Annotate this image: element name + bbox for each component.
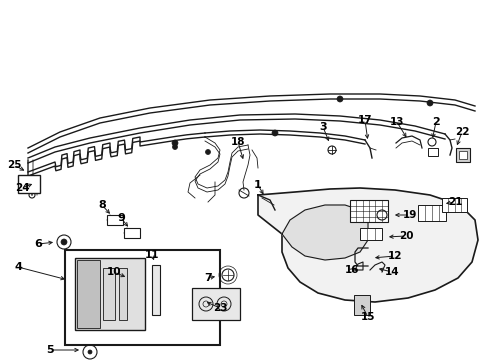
- Text: 1: 1: [254, 180, 262, 190]
- Bar: [107, 215, 123, 225]
- Bar: [103, 268, 115, 320]
- Bar: [119, 268, 127, 320]
- Text: 16: 16: [345, 265, 359, 275]
- Bar: [456, 148, 470, 162]
- Text: 23: 23: [213, 303, 227, 313]
- Circle shape: [337, 96, 343, 102]
- Bar: [350, 200, 388, 222]
- Bar: [18, 175, 40, 193]
- Bar: [192, 288, 240, 320]
- Bar: [124, 228, 140, 238]
- Polygon shape: [258, 188, 478, 302]
- Polygon shape: [282, 205, 368, 260]
- Text: 9: 9: [117, 213, 125, 223]
- Text: 6: 6: [34, 239, 42, 249]
- Text: 19: 19: [403, 210, 417, 220]
- Text: 5: 5: [46, 345, 54, 355]
- Bar: [65, 250, 220, 345]
- Circle shape: [272, 130, 278, 136]
- Text: 12: 12: [388, 251, 402, 261]
- Bar: [428, 148, 438, 156]
- Text: 25: 25: [7, 160, 21, 170]
- Text: 22: 22: [455, 127, 469, 137]
- Text: 24: 24: [15, 183, 29, 193]
- Bar: [77, 260, 100, 328]
- Bar: [75, 258, 145, 330]
- Text: 17: 17: [358, 115, 372, 125]
- Bar: [442, 198, 467, 212]
- Circle shape: [88, 350, 92, 354]
- Bar: [354, 295, 370, 315]
- Text: 21: 21: [448, 197, 462, 207]
- Circle shape: [427, 100, 433, 106]
- Text: 2: 2: [432, 117, 440, 127]
- Text: 3: 3: [319, 122, 327, 132]
- Bar: [418, 205, 446, 221]
- Text: 10: 10: [107, 267, 121, 277]
- Bar: [459, 151, 467, 159]
- Text: 4: 4: [14, 262, 22, 272]
- Text: 8: 8: [98, 200, 106, 210]
- Circle shape: [61, 239, 67, 245]
- Circle shape: [172, 140, 178, 146]
- Bar: [152, 265, 160, 315]
- Text: 7: 7: [204, 273, 212, 283]
- Circle shape: [172, 144, 177, 149]
- Text: 15: 15: [361, 312, 375, 322]
- Circle shape: [205, 149, 211, 154]
- Text: 14: 14: [385, 267, 399, 277]
- Text: 20: 20: [399, 231, 413, 241]
- Text: 13: 13: [390, 117, 404, 127]
- Text: 11: 11: [145, 250, 159, 260]
- Bar: [360, 228, 382, 240]
- Text: 18: 18: [231, 137, 245, 147]
